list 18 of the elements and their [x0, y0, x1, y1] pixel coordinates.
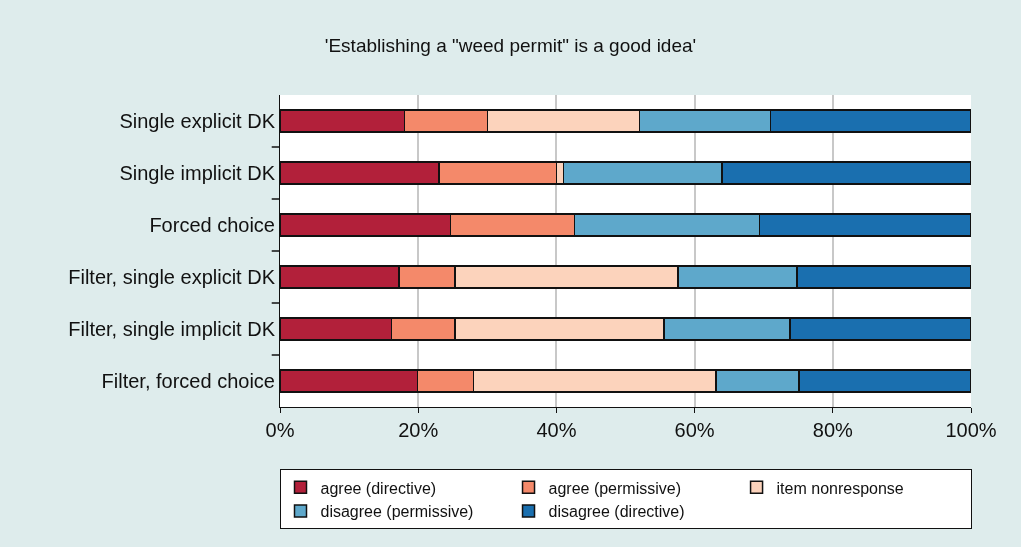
x-tick-label: 40% — [536, 419, 577, 441]
x-tick-label: 100% — [945, 419, 997, 441]
y-tick-label: Forced choice — [149, 214, 275, 236]
legend-label: agree (directive) — [320, 479, 437, 497]
chart-title: 'Establishing a "weed permit" is a good idea' — [324, 34, 697, 56]
y-tick-label: Single implicit DK — [119, 162, 276, 184]
y-tick-label: Filter, single implicit DK — [68, 318, 276, 340]
y-tick-label: Filter, single explicit DK — [68, 266, 276, 288]
legend-label: agree (permissive) — [548, 479, 682, 497]
y-tick-label: Single explicit DK — [119, 110, 276, 132]
legend-label: disagree (directive) — [548, 503, 685, 521]
y-tick-label: Filter, forced choice — [101, 370, 275, 392]
x-tick-label: 0% — [265, 419, 295, 441]
x-tick-label: 60% — [674, 419, 715, 441]
x-tick-label: 80% — [812, 419, 854, 441]
x-tick-label: 20% — [398, 419, 439, 441]
legend-label: disagree (permissive) — [320, 503, 474, 521]
legend-label: item nonresponse — [776, 479, 904, 497]
